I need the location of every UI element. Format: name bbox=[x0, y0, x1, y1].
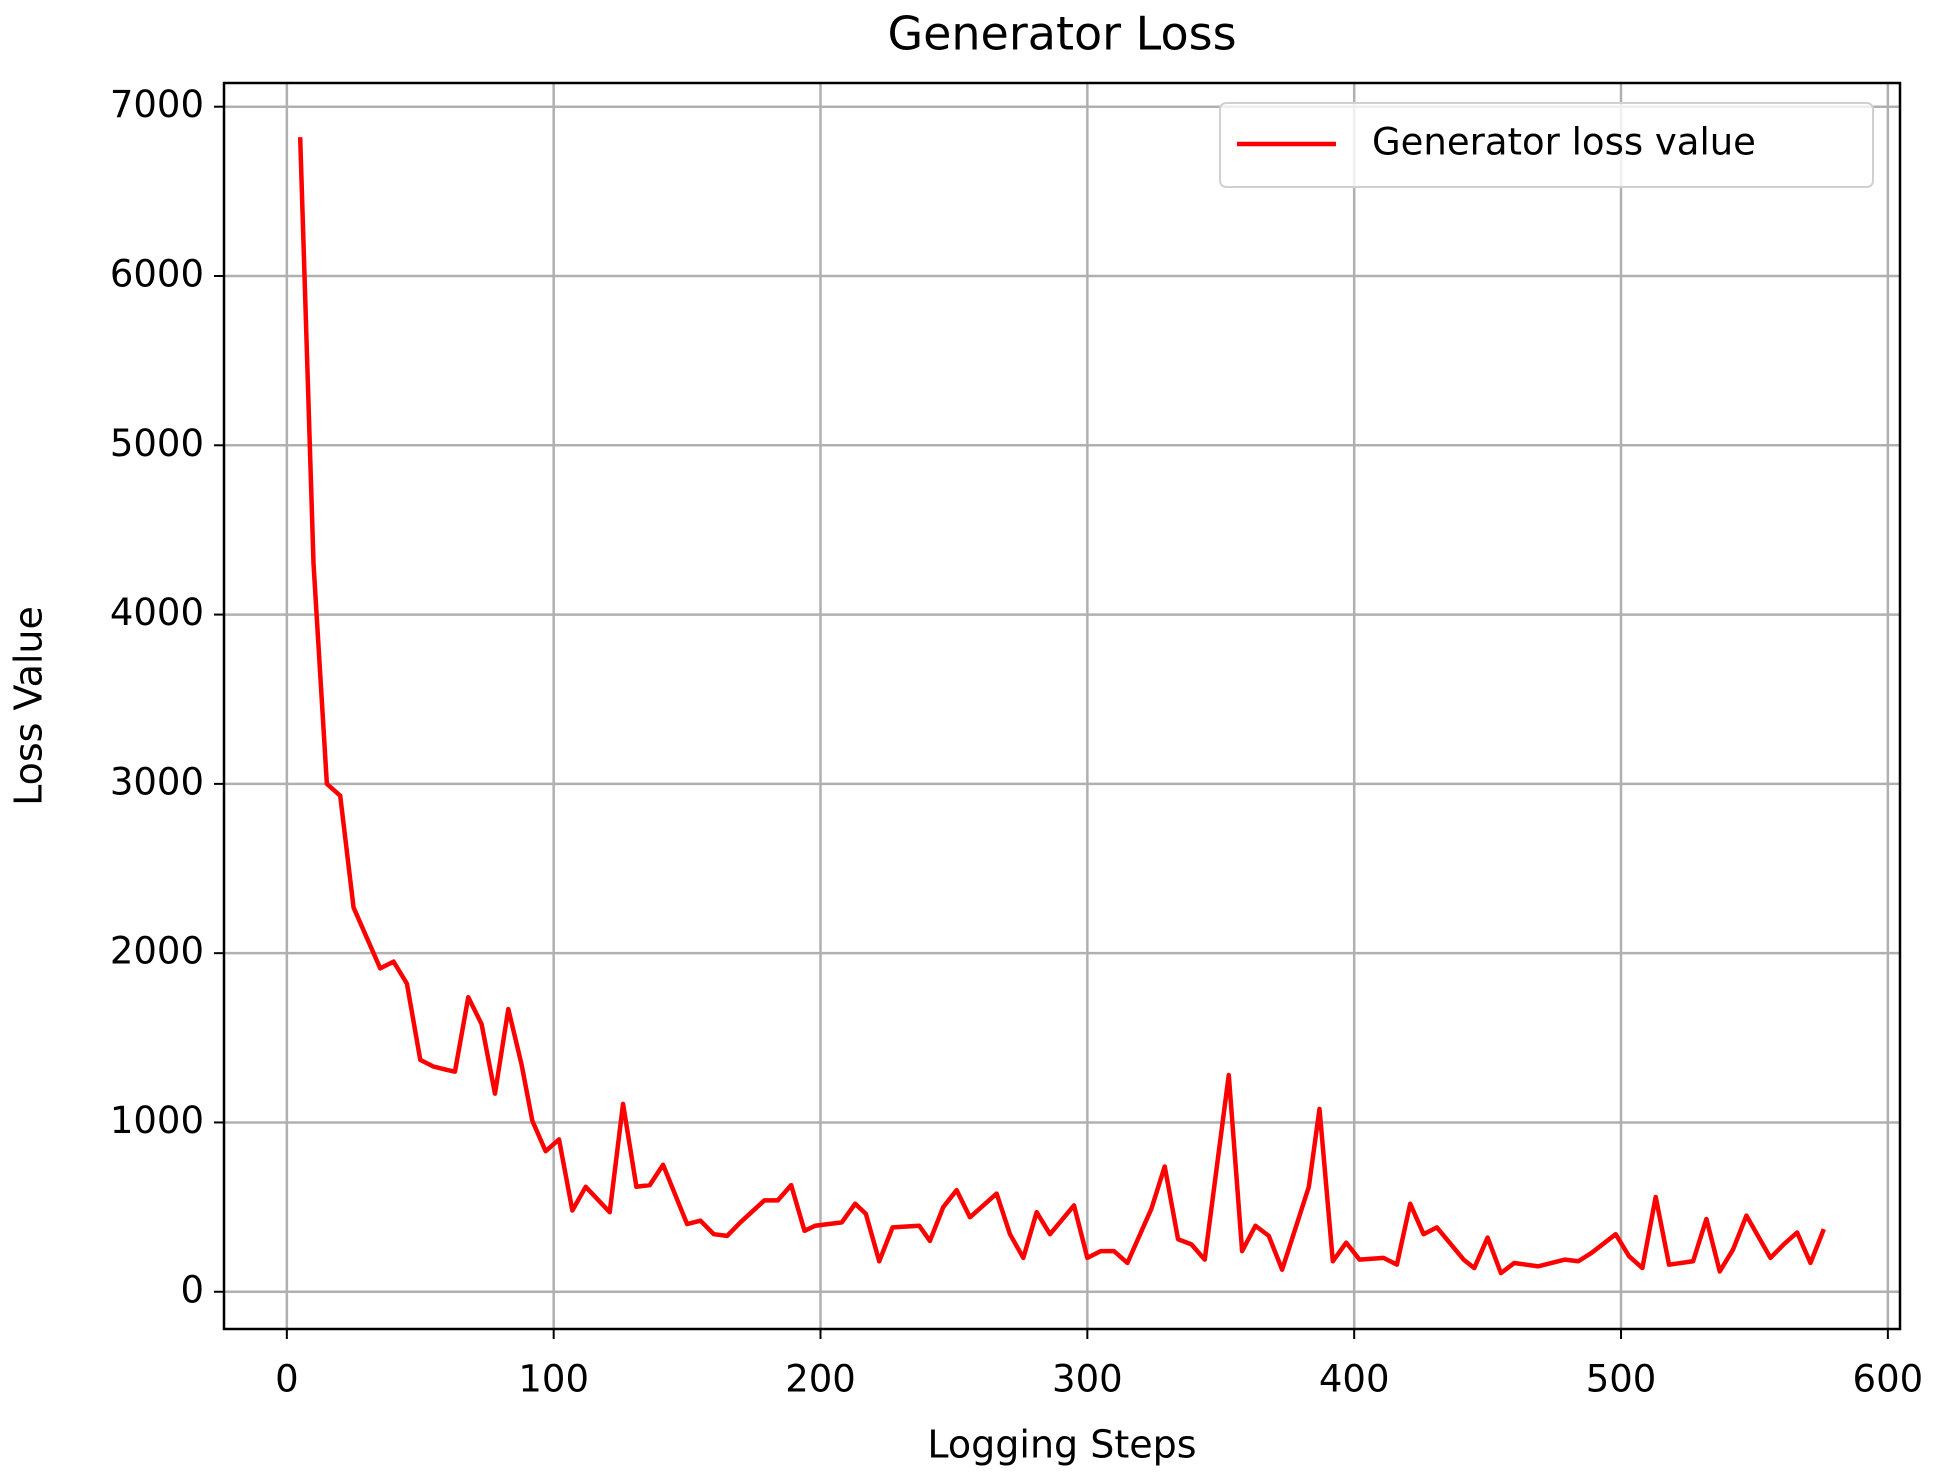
legend: Generator loss value bbox=[1219, 102, 1874, 188]
x-tick-label: 400 bbox=[1319, 1358, 1390, 1401]
y-tick-label: 2000 bbox=[110, 930, 204, 973]
plot-frame bbox=[222, 81, 1902, 1331]
x-tick-label: 0 bbox=[275, 1358, 299, 1401]
y-tick-label: 7000 bbox=[110, 83, 204, 126]
legend-label: Generator loss value bbox=[1372, 121, 1756, 164]
x-tick-label: 200 bbox=[785, 1358, 856, 1401]
x-tick-label: 500 bbox=[1586, 1358, 1657, 1401]
legend-box bbox=[1219, 102, 1874, 188]
y-tick-label: 0 bbox=[180, 1268, 204, 1311]
x-axis-label: Logging Steps bbox=[927, 1423, 1196, 1467]
data-line bbox=[297, 137, 1826, 1276]
y-tick-label: 5000 bbox=[110, 422, 204, 465]
x-tick-label: 100 bbox=[518, 1358, 589, 1401]
y-tick-label: 3000 bbox=[110, 760, 204, 803]
x-tick-label: 600 bbox=[1853, 1358, 1924, 1401]
y-tick-label: 4000 bbox=[110, 591, 204, 634]
chart-title: Generator Loss bbox=[887, 7, 1236, 61]
y-tick-label: 1000 bbox=[110, 1099, 204, 1142]
y-tick-label: 6000 bbox=[110, 252, 204, 295]
y-axis-label: Loss Value bbox=[7, 606, 51, 806]
x-tick-label: 300 bbox=[1052, 1358, 1123, 1401]
